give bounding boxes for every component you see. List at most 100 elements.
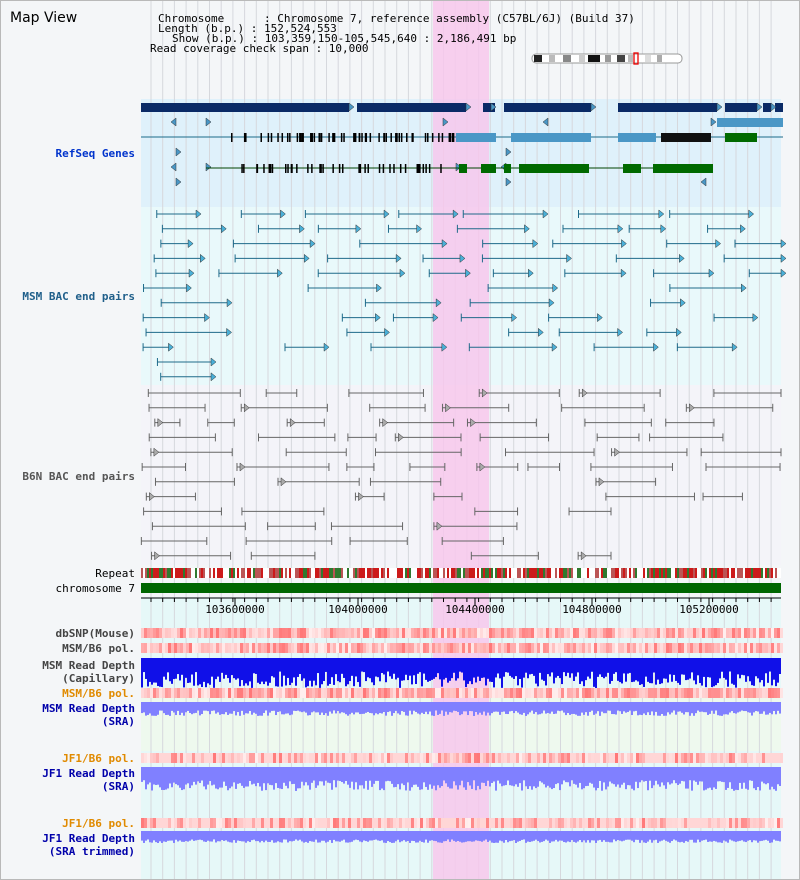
pol-cell [669, 643, 672, 653]
pol-cell [159, 643, 162, 653]
pol-cell [204, 688, 207, 698]
jf1-trimmed-depth-bar [147, 831, 149, 840]
jf1-depth-bar [757, 767, 759, 788]
dbsnp-cell [753, 628, 756, 638]
sra-depth-bar [619, 702, 621, 712]
exon-mark [383, 133, 385, 142]
jf1-trimmed-depth-bar [181, 831, 183, 842]
track-label-refseq[interactable]: RefSeq Genes [55, 147, 135, 160]
pol-cell [372, 688, 375, 698]
sra-depth-bar [241, 702, 243, 711]
track-label-b6n-bac[interactable]: B6N BAC end pairs [22, 470, 135, 483]
jf1-depth-bar [357, 767, 359, 790]
repeat-segment [447, 568, 449, 578]
capillary-depth-bar [393, 658, 395, 674]
jf1-depth-bar [475, 767, 477, 791]
jf1-depth-bar [425, 767, 427, 787]
jf1-trimmed-depth-bar [269, 831, 271, 842]
pol-cell [399, 643, 402, 653]
repeat-segment [623, 568, 625, 578]
exon-mark [389, 164, 391, 173]
repeat-segment [441, 568, 443, 578]
jf1-trimmed-depth-bar [743, 831, 745, 842]
exon-mark [367, 164, 369, 173]
dbsnp-cell [159, 628, 162, 638]
jf1-depth-bar [299, 767, 301, 789]
pol-cell [204, 818, 207, 828]
dbsnp-cell [345, 628, 348, 638]
dbsnp-cell [321, 628, 324, 638]
pol-cell [351, 753, 354, 763]
jf1-depth-bar [411, 767, 413, 788]
jf1-depth-bar [585, 767, 587, 787]
sra-depth-bar [411, 702, 413, 715]
pol-cell [288, 688, 291, 698]
pol-cell [723, 688, 726, 698]
pol-cell [447, 753, 450, 763]
dbsnp-cell [693, 628, 696, 638]
track-label-msm-bac[interactable]: MSM BAC end pairs [22, 290, 135, 303]
pol-cell [438, 753, 441, 763]
pol-cell [696, 753, 699, 763]
bac-end-arrow [470, 418, 476, 428]
sra-depth-bar [519, 702, 521, 715]
repeat-segment [275, 568, 277, 578]
jf1-depth-bar [499, 767, 501, 784]
sra-depth-bar [457, 702, 459, 712]
bac-end-arrow [221, 224, 227, 234]
jf1-depth-bar [203, 767, 205, 787]
jf1-trimmed-depth-bar [283, 831, 285, 840]
capillary-depth-bar [213, 658, 215, 688]
pol-cell [402, 818, 405, 828]
pol-cell [774, 818, 777, 828]
repeat-segment [415, 568, 417, 578]
jf1-trimmed-depth-bar [569, 831, 571, 843]
bac-end-arrow [780, 239, 787, 249]
repeat-segment [433, 568, 435, 578]
capillary-depth-bar [149, 658, 151, 682]
sra-depth-bar [695, 702, 697, 714]
repeat-segment [639, 568, 641, 578]
pol-cell [690, 643, 693, 653]
jf1-depth-bar [745, 767, 747, 789]
repeat-segment [143, 568, 145, 578]
repeat-segment [521, 568, 523, 578]
capillary-depth-bar [519, 658, 521, 679]
jf1-trimmed-depth-bar [613, 831, 615, 840]
chromosome-ideogram[interactable] [531, 52, 683, 65]
jf1-trimmed-depth-bar [327, 831, 329, 842]
sra-depth-bar [179, 702, 181, 716]
pol-cell [441, 688, 444, 698]
pol-cell [204, 753, 207, 763]
sra-depth-bar [635, 702, 637, 711]
exon-mark [269, 164, 272, 173]
pol-cell [780, 688, 783, 698]
pol-cell [501, 753, 504, 763]
repeat-segment [243, 568, 245, 578]
pol-cell [468, 643, 471, 653]
pol-cell [252, 688, 255, 698]
repeat-segment [607, 568, 609, 578]
bac-end-arrow [524, 224, 530, 234]
pol-cell [732, 643, 735, 653]
bac-end-arrow [226, 298, 233, 308]
sra-depth-bar [177, 702, 179, 711]
jf1-trimmed-depth-bar [389, 831, 391, 843]
exon-mark [241, 164, 243, 173]
capillary-depth-bar [639, 658, 641, 685]
track-label-msm-read-depth-cap: MSM Read Depth [42, 659, 135, 672]
jf1-trimmed-depth-bar [511, 831, 513, 841]
repeat-segment [391, 568, 393, 578]
pol-cell [624, 688, 627, 698]
jf1-depth-bar [229, 767, 231, 789]
dbsnp-cell [171, 628, 174, 638]
pol-cell [261, 643, 264, 653]
pol-cell [504, 688, 507, 698]
sra-depth-bar [237, 702, 239, 713]
jf1-depth-bar [271, 767, 273, 786]
repeat-segment [555, 568, 557, 578]
sra-depth-bar [317, 702, 319, 713]
pol-cell [486, 753, 489, 763]
pol-cell [444, 753, 447, 763]
